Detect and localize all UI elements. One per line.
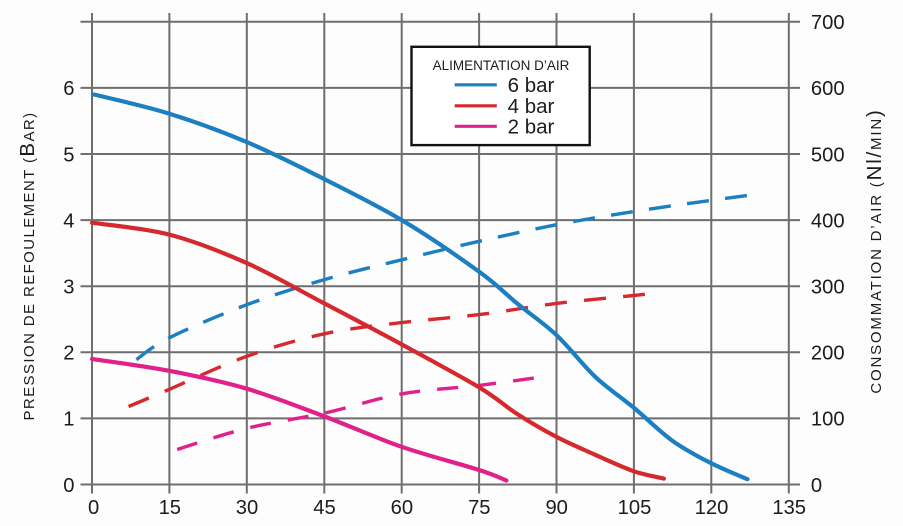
svg-text:0: 0 <box>811 475 822 497</box>
svg-text:0: 0 <box>88 497 99 519</box>
svg-text:45: 45 <box>313 497 335 519</box>
svg-text:200: 200 <box>811 343 845 365</box>
svg-text:300: 300 <box>811 277 845 299</box>
svg-text:105: 105 <box>618 497 652 519</box>
svg-text:0: 0 <box>63 475 74 497</box>
svg-text:400: 400 <box>811 210 845 232</box>
svg-text:PRESSION DE REFOULEMENT (BAR): PRESSION DE REFOULEMENT (BAR) <box>16 111 39 420</box>
svg-text:700: 700 <box>811 12 845 34</box>
svg-text:135: 135 <box>772 497 806 519</box>
svg-text:2: 2 <box>63 343 74 365</box>
svg-text:600: 600 <box>811 78 845 100</box>
svg-text:60: 60 <box>391 497 413 519</box>
svg-text:ALIMENTATION D’AIR: ALIMENTATION D’AIR <box>433 58 570 73</box>
svg-text:500: 500 <box>811 144 845 166</box>
svg-text:CONSOMMATION D’AIR (Nl/MIN): CONSOMMATION D’AIR (Nl/MIN) <box>863 108 886 393</box>
svg-text:6: 6 <box>63 78 74 100</box>
svg-text:3: 3 <box>63 277 74 299</box>
svg-text:4: 4 <box>63 210 74 232</box>
svg-text:120: 120 <box>695 497 729 519</box>
svg-text:30: 30 <box>236 497 258 519</box>
svg-text:75: 75 <box>468 497 490 519</box>
svg-text:90: 90 <box>545 497 567 519</box>
svg-text:4 bar: 4 bar <box>508 95 555 118</box>
svg-text:2 bar: 2 bar <box>508 116 555 139</box>
svg-text:6 bar: 6 bar <box>508 74 555 97</box>
svg-text:5: 5 <box>63 144 74 166</box>
svg-text:1: 1 <box>63 409 74 431</box>
svg-text:15: 15 <box>159 497 181 519</box>
svg-text:100: 100 <box>811 409 845 431</box>
